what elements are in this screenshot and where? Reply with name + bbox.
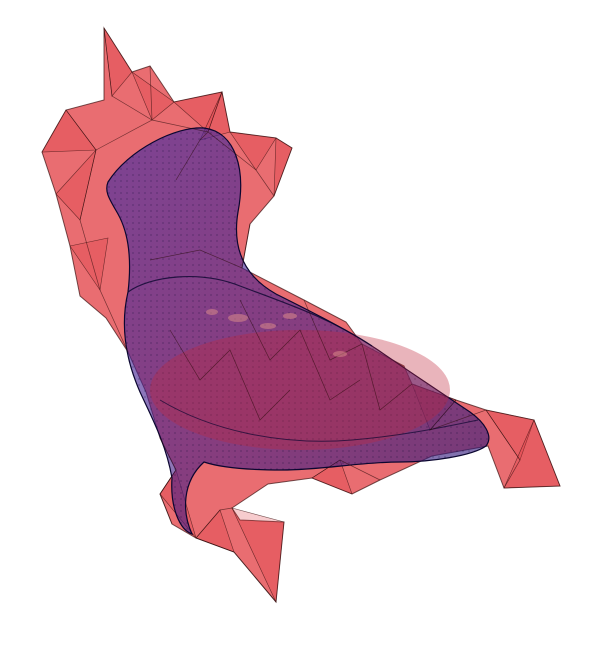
wire-edge [428, 399, 521, 489]
wire-edge [239, 299, 361, 401]
wire-edge [195, 507, 277, 603]
inner-body-contour [159, 399, 479, 442]
wire-edge [65, 109, 129, 353]
wire-edge [103, 27, 275, 197]
hull-facet [229, 131, 277, 171]
mesh-wireframe [65, 27, 521, 603]
inner-body-contour [127, 276, 373, 347]
wire-edge [149, 223, 251, 269]
surface-blotch [206, 309, 218, 315]
surface-blotch [333, 351, 347, 357]
wire-edge [303, 299, 413, 411]
hull-facet [69, 237, 109, 291]
hull-facet [231, 507, 285, 604]
surface-blotch [283, 313, 297, 319]
surface-blotch [260, 323, 276, 329]
wire-edge [169, 329, 291, 421]
hull-facet [273, 137, 293, 197]
surface-highlights [206, 309, 347, 357]
wire-edge [159, 437, 177, 525]
hull-facet [503, 419, 561, 489]
inner-body-mesh [106, 127, 490, 536]
inner-body-highlight [150, 330, 450, 450]
wire-edge [175, 91, 223, 181]
surface-blotch [228, 314, 248, 322]
wire-edge [311, 459, 381, 481]
wire-edge [95, 65, 153, 151]
hull-facet [131, 71, 175, 121]
inner-body-texture [106, 127, 489, 534]
